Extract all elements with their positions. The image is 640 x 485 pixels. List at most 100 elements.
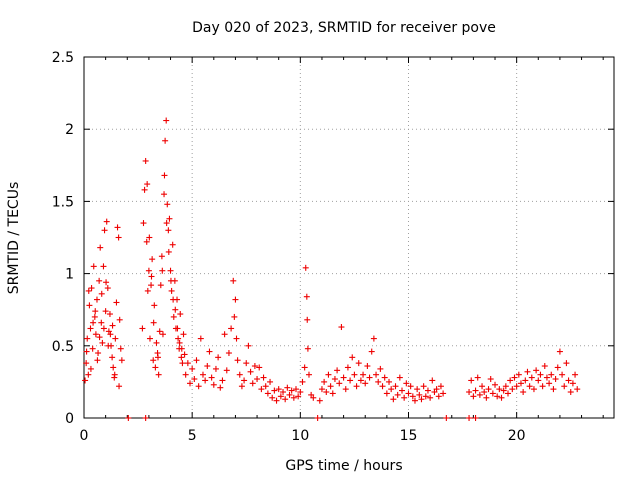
data-point — [546, 380, 553, 387]
data-point — [157, 282, 164, 289]
data-point — [254, 376, 261, 383]
data-point — [232, 296, 239, 303]
data-point — [302, 264, 309, 271]
data-point — [241, 377, 248, 384]
data-point — [176, 339, 183, 346]
data-point — [118, 357, 125, 364]
data-point — [305, 371, 312, 378]
data-point — [427, 394, 434, 401]
data-point — [556, 348, 563, 355]
data-point — [150, 357, 157, 364]
data-point — [563, 360, 570, 367]
data-point — [396, 374, 403, 381]
data-point — [435, 393, 442, 400]
data-point — [165, 227, 172, 234]
data-point — [107, 331, 114, 338]
data-point — [416, 391, 423, 398]
data-point — [85, 371, 92, 378]
data-point — [159, 267, 166, 274]
data-point — [392, 383, 399, 390]
data-point — [219, 377, 226, 384]
data-point — [286, 391, 293, 398]
data-point — [548, 371, 555, 378]
data-point — [161, 191, 168, 198]
data-point — [154, 354, 161, 361]
data-point — [559, 371, 566, 378]
data-point — [179, 360, 186, 367]
data-point — [243, 360, 250, 367]
data-point — [208, 374, 215, 381]
data-point — [111, 371, 118, 378]
data-point — [554, 364, 561, 371]
data-point — [144, 287, 151, 294]
data-point — [304, 345, 311, 352]
y-tick-label: 0 — [65, 411, 74, 427]
data-point — [212, 365, 219, 372]
data-point — [483, 394, 490, 401]
data-point — [466, 415, 473, 421]
data-point — [492, 381, 499, 388]
data-point — [236, 371, 243, 378]
data-point — [334, 367, 341, 374]
data-point — [175, 335, 182, 342]
data-point — [310, 394, 317, 401]
data-point — [169, 241, 176, 248]
y-tick-label: 2 — [65, 122, 74, 138]
data-point — [163, 117, 170, 124]
data-point — [113, 299, 120, 306]
data-point — [379, 383, 386, 390]
data-point — [267, 378, 274, 385]
data-point — [178, 345, 185, 352]
data-point — [189, 365, 196, 372]
data-point — [355, 360, 362, 367]
y-tick-label: 1 — [65, 267, 74, 283]
data-point — [472, 387, 479, 394]
x-tick-label: 5 — [188, 428, 197, 444]
data-point — [96, 277, 103, 284]
data-point — [215, 354, 222, 361]
data-point — [163, 220, 170, 227]
data-point — [528, 374, 535, 381]
data-point — [443, 415, 450, 421]
data-point — [303, 293, 310, 300]
data-point — [161, 172, 168, 179]
data-point — [565, 377, 572, 384]
data-point — [418, 396, 425, 403]
data-point — [331, 376, 338, 383]
data-point — [87, 365, 94, 372]
data-point — [572, 371, 579, 378]
data-point — [550, 386, 557, 393]
data-point — [145, 267, 152, 274]
data-point — [230, 277, 237, 284]
data-point — [290, 394, 297, 401]
data-point — [233, 335, 240, 342]
data-point — [146, 335, 153, 342]
data-point — [170, 313, 177, 320]
data-point — [500, 387, 507, 394]
data-point — [100, 263, 107, 270]
data-point — [172, 306, 179, 313]
data-point — [377, 365, 384, 372]
data-point — [225, 350, 232, 357]
data-point — [167, 267, 174, 274]
data-point — [146, 234, 153, 241]
data-point — [288, 387, 295, 394]
data-point — [151, 302, 158, 309]
data-point — [103, 218, 110, 225]
data-point — [517, 380, 524, 387]
data-point — [251, 363, 258, 370]
data-point — [117, 345, 124, 352]
data-point — [170, 296, 177, 303]
data-point — [526, 383, 533, 390]
data-point — [260, 374, 267, 381]
plot-frame — [83, 56, 615, 419]
data-point — [271, 387, 278, 394]
data-point — [89, 345, 96, 352]
data-point — [537, 371, 544, 378]
data-point — [153, 339, 160, 346]
data-point — [424, 387, 431, 394]
data-point — [505, 390, 511, 397]
data-point — [103, 279, 110, 286]
data-point — [360, 371, 367, 378]
